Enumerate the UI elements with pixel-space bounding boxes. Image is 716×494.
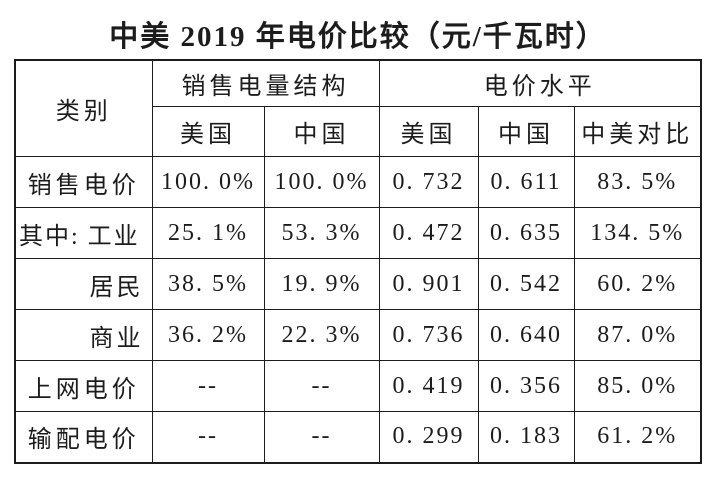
cell-sales-cn: 19. 9% (263, 258, 380, 310)
cell-price-cn: 0. 635 (477, 207, 575, 259)
header-group-price-level: 电价水平 (378, 59, 702, 107)
cell-sales-us: -- (151, 411, 265, 463)
table-row-transmission-distribution-price: 输配电价 -- -- 0. 299 0. 183 61. 2% (14, 411, 702, 463)
cell-sales-cn: 100. 0% (263, 156, 380, 208)
cell-price-cn: 0. 183 (477, 411, 575, 463)
cell-price-ratio: 60. 2% (573, 258, 702, 310)
table-row-industry: 其中: 工业 25. 1% 53. 3% 0. 472 0. 635 134. … (14, 207, 702, 259)
cell-price-cn: 0. 640 (477, 309, 575, 361)
cell-price-us: 0. 732 (378, 156, 479, 208)
table-row-commercial: 商业 36. 2% 22. 3% 0. 736 0. 640 87. 0% (14, 309, 702, 361)
row-label: 居民 (14, 258, 153, 310)
cell-sales-us: 25. 1% (151, 207, 265, 259)
cell-price-us: 0. 419 (378, 360, 479, 412)
cell-price-ratio: 61. 2% (573, 411, 702, 463)
cell-price-us: 0. 901 (378, 258, 479, 310)
cell-price-ratio: 83. 5% (573, 156, 702, 208)
page-title: 中美 2019 年电价比较（元/千瓦时） (109, 21, 607, 53)
cell-price-us: 0. 472 (378, 207, 479, 259)
row-label: 销售电价 (14, 156, 153, 208)
header-row-groups: 类别 销售电量结构 电价水平 (14, 59, 702, 157)
price-comparison-table: 类别 销售电量结构 电价水平 美国 中国 美国 中国 中美对比 销售电价 100… (14, 59, 703, 464)
header-price-us: 美国 (378, 106, 479, 157)
row-label: 上网电价 (14, 360, 153, 412)
cell-price-ratio: 87. 0% (573, 309, 702, 361)
table-row-sales-price: 销售电价 100. 0% 100. 0% 0. 732 0. 611 83. 5… (14, 156, 702, 208)
header-sales-us: 美国 (151, 106, 265, 157)
header-price-ratio: 中美对比 (573, 106, 702, 157)
cell-sales-us: 100. 0% (151, 156, 265, 208)
cell-price-us: 0. 299 (378, 411, 479, 463)
row-label: 商业 (14, 309, 153, 361)
cell-price-us: 0. 736 (378, 309, 479, 361)
cell-price-cn: 0. 611 (477, 156, 575, 208)
cell-price-ratio: 85. 0% (573, 360, 702, 412)
cell-price-ratio: 134. 5% (573, 207, 702, 259)
row-label: 输配电价 (14, 411, 153, 463)
header-price-cn: 中国 (477, 106, 575, 157)
cell-sales-us: 36. 2% (151, 309, 265, 361)
cell-sales-us: -- (151, 360, 265, 412)
cell-sales-cn: 53. 3% (263, 207, 380, 259)
cell-sales-cn: 22. 3% (263, 309, 380, 361)
cell-price-cn: 0. 356 (477, 360, 575, 412)
header-sales-cn: 中国 (263, 106, 380, 157)
cell-sales-us: 38. 5% (151, 258, 265, 310)
header-group-sales-structure: 销售电量结构 (151, 59, 380, 107)
cell-sales-cn: -- (263, 360, 380, 412)
header-category: 类别 (14, 59, 153, 157)
cell-sales-cn: -- (263, 411, 380, 463)
table-row-residential: 居民 38. 5% 19. 9% 0. 901 0. 542 60. 2% (14, 258, 702, 310)
cell-price-cn: 0. 542 (477, 258, 575, 310)
table-row-grid-purchase-price: 上网电价 -- -- 0. 419 0. 356 85. 0% (14, 360, 702, 412)
row-label: 其中: 工业 (14, 207, 153, 259)
